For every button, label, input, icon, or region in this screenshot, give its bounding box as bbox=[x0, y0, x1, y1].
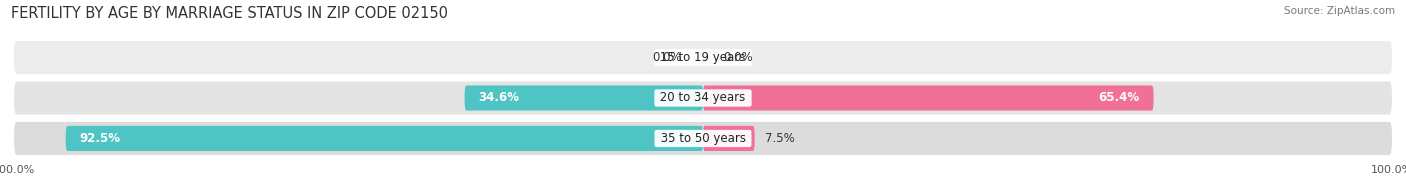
FancyBboxPatch shape bbox=[464, 85, 703, 111]
FancyBboxPatch shape bbox=[66, 126, 703, 151]
Text: 7.5%: 7.5% bbox=[765, 132, 794, 145]
Text: 34.6%: 34.6% bbox=[478, 92, 519, 104]
Text: Source: ZipAtlas.com: Source: ZipAtlas.com bbox=[1284, 6, 1395, 16]
Text: 0.0%: 0.0% bbox=[724, 51, 754, 64]
FancyBboxPatch shape bbox=[703, 85, 1153, 111]
FancyBboxPatch shape bbox=[14, 122, 1392, 155]
Text: 35 to 50 years: 35 to 50 years bbox=[657, 132, 749, 145]
FancyBboxPatch shape bbox=[703, 126, 755, 151]
FancyBboxPatch shape bbox=[14, 81, 1392, 115]
Text: 15 to 19 years: 15 to 19 years bbox=[657, 51, 749, 64]
Text: FERTILITY BY AGE BY MARRIAGE STATUS IN ZIP CODE 02150: FERTILITY BY AGE BY MARRIAGE STATUS IN Z… bbox=[11, 6, 449, 21]
Text: 20 to 34 years: 20 to 34 years bbox=[657, 92, 749, 104]
Text: 0.0%: 0.0% bbox=[652, 51, 682, 64]
Text: 92.5%: 92.5% bbox=[80, 132, 121, 145]
FancyBboxPatch shape bbox=[14, 41, 1392, 74]
Text: 65.4%: 65.4% bbox=[1098, 92, 1140, 104]
